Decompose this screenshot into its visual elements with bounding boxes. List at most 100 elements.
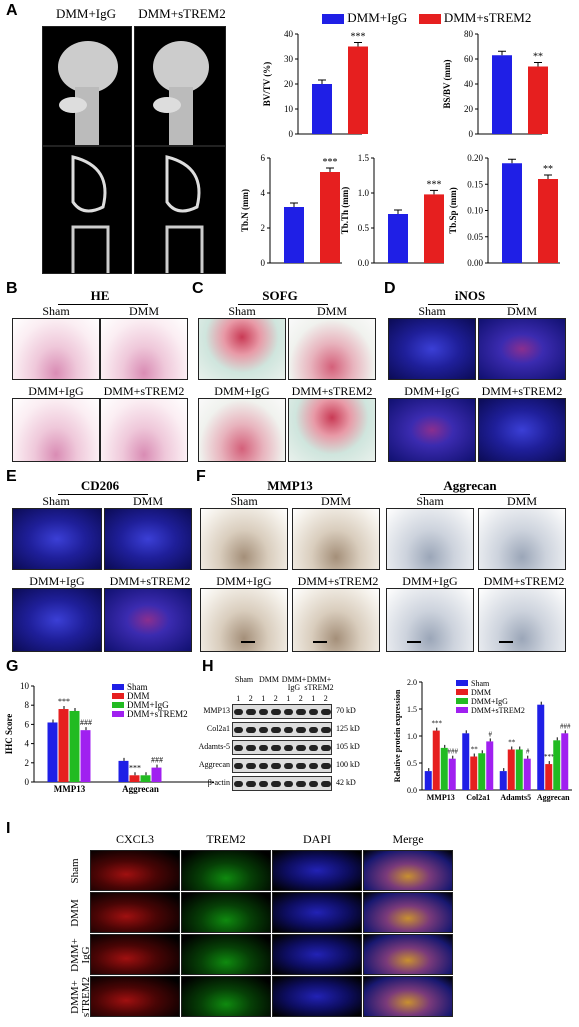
- significance-label: #: [526, 748, 530, 756]
- wb-band: [258, 780, 268, 787]
- bar-aggrecan-dmmstrem2: [561, 733, 569, 790]
- cd206-image-igg: [12, 588, 102, 652]
- significance-label: ***: [58, 697, 70, 706]
- legend-swatch: [112, 711, 124, 717]
- wb-weight-label: 125 kD: [336, 724, 360, 733]
- wb-lane-label: 1: [236, 694, 241, 703]
- wb-band: [246, 780, 256, 787]
- panel-f-label-agg-strem2: DMM+sTREM2: [483, 574, 565, 588]
- panel-c-label-dmm: DMM: [316, 304, 347, 318]
- legend-label: DMM+IgG: [127, 700, 169, 710]
- wb-band: [321, 744, 331, 751]
- bar-strem2: [348, 46, 368, 134]
- panel-label-a: A: [6, 2, 18, 19]
- bar-mmp13-dmm: [58, 709, 69, 782]
- mmp13-image-dmm: [292, 508, 380, 570]
- sofg-image-dmm: [288, 318, 376, 380]
- panel-b-title-line: [58, 304, 148, 305]
- y-tick-label: 2: [261, 223, 266, 233]
- panel-f-title-mmp13: MMP13: [267, 478, 313, 493]
- aggrecan-image-sham: [386, 508, 474, 570]
- legend-label: DMM: [127, 691, 150, 701]
- panel-f-title-line-aggrecan: [420, 494, 530, 495]
- panel-e-label-sham: Sham: [42, 494, 70, 508]
- wb-blot-strip: [232, 704, 332, 719]
- panel-f-label-mmp13-igg: DMM+IgG: [216, 574, 272, 588]
- x-tick-label: Adamts5: [500, 793, 531, 802]
- bar-adamts5-dmmstrem2: [523, 758, 531, 790]
- bar-strem2: [320, 172, 340, 263]
- panel-i-grid: CXCL3 TREM2 DAPI Merge Sham DMM DMM+ IgG DMM+ s…: [0, 824, 579, 1021]
- significance-label: ###: [560, 722, 571, 730]
- significance-label: ###: [448, 748, 459, 756]
- mmp13-image-sham: [200, 508, 288, 570]
- wb-band: [233, 708, 243, 715]
- y-tick-label: 0: [261, 258, 266, 268]
- chart-bvtv: 0 10 20 30 40 BV/TV (%) ***: [262, 29, 368, 139]
- bar-strem2: [528, 66, 548, 134]
- wb-band: [296, 780, 306, 787]
- significance-label: ***: [544, 753, 555, 761]
- panel-c-title: SOFG: [262, 288, 298, 303]
- wb-weight-label: 42 kD: [336, 778, 356, 787]
- panel-d-label-igg: DMM+IgG: [404, 384, 460, 398]
- panel-c-label-strem2: DMM+sTREM2: [291, 384, 373, 398]
- chart-tbth: 0.0 0.5 1.0 1.5 Tb.Th (mm) ***: [340, 153, 444, 268]
- panel-label-f: F: [196, 468, 206, 485]
- y-tick-label: 0.15: [467, 179, 483, 189]
- legend-label: Sham: [127, 682, 148, 692]
- panel-d-label-dmm: DMM: [506, 304, 537, 318]
- panel-label-g: G: [6, 658, 19, 675]
- panel-f-label-agg-sham: Sham: [416, 494, 444, 508]
- y-tick-label: 1.5: [407, 705, 417, 714]
- wb-band: [296, 726, 306, 733]
- x-tick-label: MMP13: [427, 793, 455, 802]
- y-tick-label: 0: [289, 129, 294, 139]
- fluorescence-image-trem2: [181, 850, 271, 891]
- wb-band: [258, 762, 268, 769]
- y-tick-label: 0.00: [467, 258, 483, 268]
- y-tick-label: 4: [25, 739, 30, 749]
- panel-e-label-igg: DMM+IgG: [29, 574, 85, 588]
- wb-band: [308, 708, 318, 715]
- y-tick-label: 0.0: [358, 258, 370, 268]
- bar-col2a1-dmmigg: [478, 753, 486, 790]
- wb-weight-label: 70 kD: [336, 706, 356, 715]
- panel-f-label-agg-dmm: DMM: [506, 494, 537, 508]
- fluorescence-image-trem2: [181, 934, 271, 975]
- significance-label: ***: [351, 32, 366, 43]
- bar-mmp13-dmmigg: [69, 710, 80, 782]
- wb-lane-label: 2: [298, 694, 303, 703]
- y-tick-label: 1.0: [358, 188, 370, 198]
- y-tick-label: 2: [25, 758, 30, 768]
- panel-e-title: CD206: [80, 478, 120, 493]
- panel-b-label-igg: DMM+IgG: [28, 384, 84, 398]
- bar-aggrecan-sham: [118, 760, 129, 782]
- fluorescence-image-merge: [363, 850, 453, 891]
- panel-i-col-header: TREM2: [206, 832, 246, 846]
- wb-band: [271, 762, 281, 769]
- legend-label: DMM+sTREM2: [471, 706, 525, 715]
- panel-label-d: D: [384, 280, 396, 297]
- bar-col2a1-sham: [462, 733, 470, 790]
- wb-band: [258, 744, 268, 751]
- legend-swatch: [112, 702, 124, 708]
- panel-label-i: I: [6, 820, 11, 837]
- wb-band: [271, 744, 281, 751]
- bar-aggrecan-sham: [537, 704, 545, 790]
- wb-group-label: DMM+ IgG: [281, 675, 307, 692]
- panel-b-label-dmm: DMM: [128, 304, 159, 318]
- wb-band: [283, 762, 293, 769]
- wb-protein-label: Aggrecan: [198, 760, 230, 769]
- wb-protein-label: Adamts-5: [198, 742, 230, 751]
- bar-strem2: [424, 194, 444, 263]
- bar-aggrecan-dmmigg: [140, 775, 151, 782]
- y-axis-label: BS/BV (mm): [442, 59, 452, 108]
- wb-band: [233, 726, 243, 733]
- panel-label-c: C: [192, 280, 204, 297]
- wb-band: [296, 762, 306, 769]
- bar-adamts5-dmm: [507, 749, 515, 790]
- wb-band: [308, 744, 318, 751]
- panel-i-col-header: DAPI: [302, 832, 331, 846]
- significance-label: ###: [151, 756, 163, 765]
